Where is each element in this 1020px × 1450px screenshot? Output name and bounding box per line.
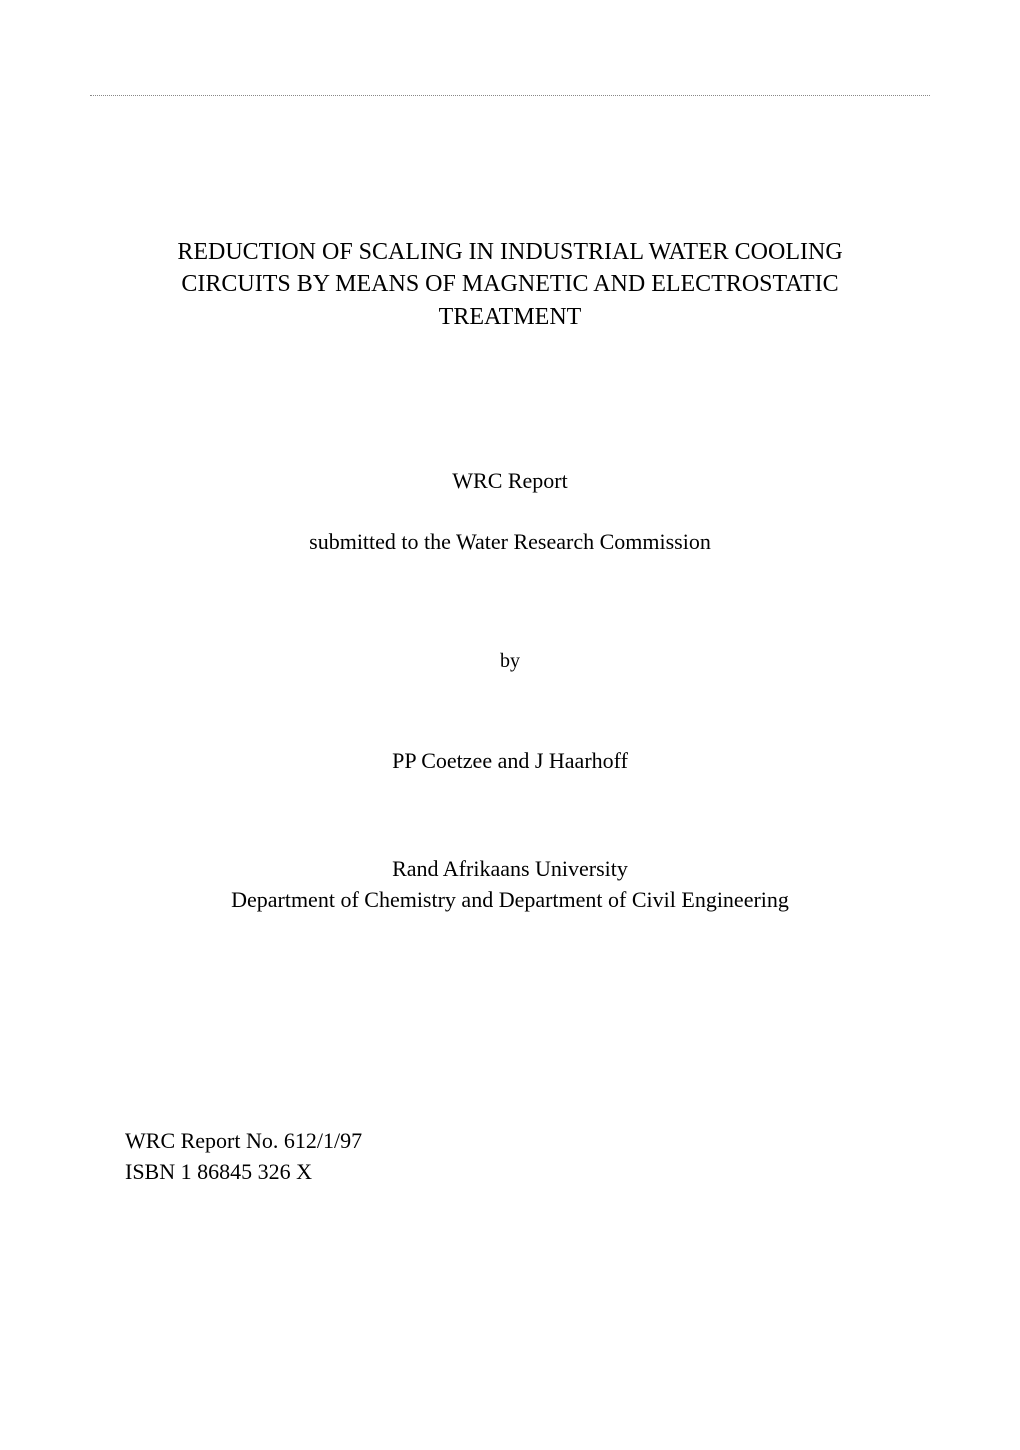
footer-block: WRC Report No. 612/1/97 ISBN 1 86845 326… (90, 1126, 930, 1188)
report-number: WRC Report No. 612/1/97 (125, 1126, 930, 1157)
page-container: REDUCTION OF SCALING IN INDUSTRIAL WATER… (0, 0, 1020, 1450)
authors: PP Coetzee and J Haarhoff (90, 748, 930, 774)
affiliation: Rand Afrikaans University Department of … (90, 854, 930, 916)
report-label: WRC Report (90, 468, 930, 494)
document-title: REDUCTION OF SCALING IN INDUSTRIAL WATER… (90, 236, 930, 333)
title-line-1: REDUCTION OF SCALING IN INDUSTRIAL WATER… (120, 236, 900, 268)
affiliation-university: Rand Afrikaans University (90, 854, 930, 885)
title-line-3: TREATMENT (120, 301, 900, 333)
by-label: by (90, 650, 930, 673)
title-line-2: CIRCUITS BY MEANS OF MAGNETIC AND ELECTR… (120, 268, 900, 300)
affiliation-department: Department of Chemistry and Department o… (90, 885, 930, 916)
top-separator (90, 95, 930, 96)
isbn: ISBN 1 86845 326 X (125, 1157, 930, 1188)
submitted-to: submitted to the Water Research Commissi… (90, 529, 930, 555)
